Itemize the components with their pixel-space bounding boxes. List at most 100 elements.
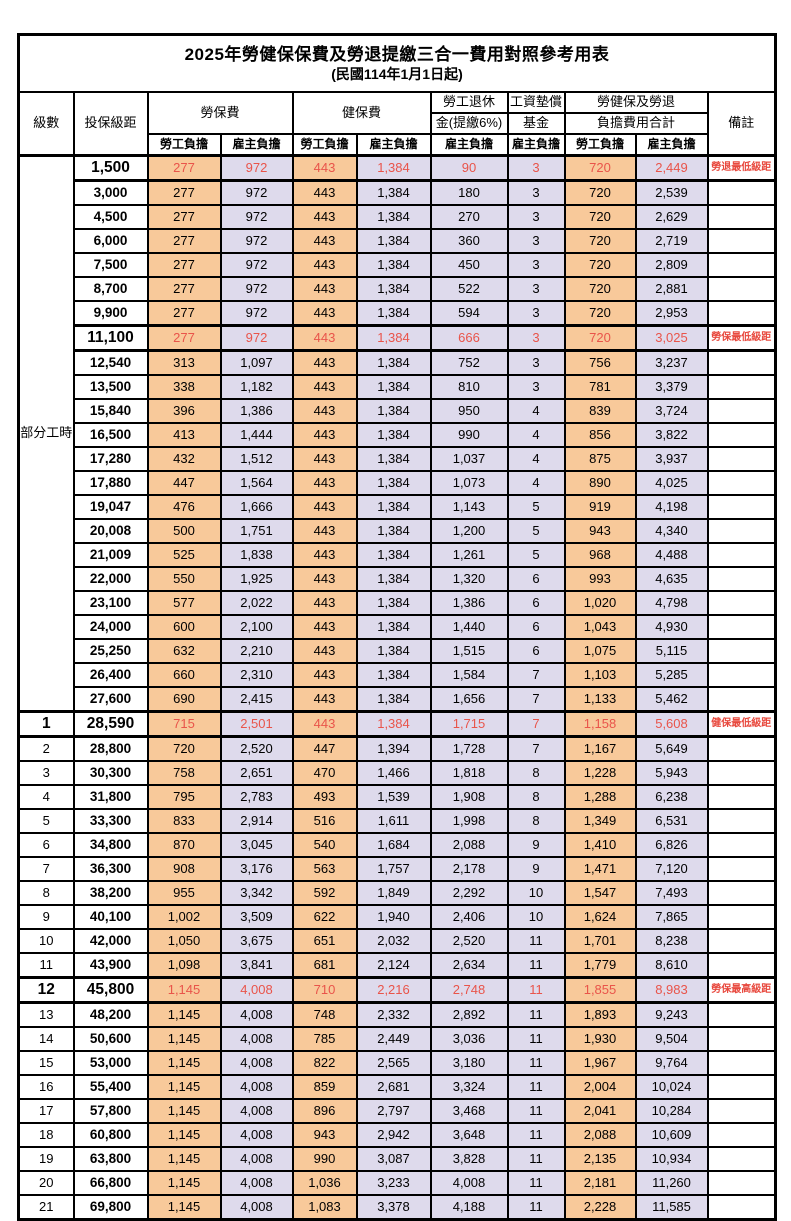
total-employee-cell: 720 [563,276,637,302]
bracket-cell: 4,500 [72,204,149,230]
remark-cell [706,1146,777,1172]
table-row: 19,047 476 1,666 443 1,384 1,143 5 919 4,198 [19,494,777,520]
health-employee-cell: 859 [291,1074,358,1100]
bracket-cell: 38,200 [72,880,149,906]
bracket-cell: 16,500 [72,422,149,448]
health-employer-cell: 1,384 [355,494,432,520]
table-row: 15,840 396 1,386 443 1,384 950 4 839 3,724 [19,398,777,424]
table-row: 25,250 632 2,210 443 1,384 1,515 6 1,075 5,115 [19,638,777,664]
pension-employer-cell: 3,468 [429,1098,509,1124]
subheader-labor-employee: 勞工負擔 [146,133,222,157]
labor-employee-cell: 413 [146,422,222,448]
pension-employer-cell: 1,037 [429,446,509,472]
remark-cell [706,784,777,810]
bracket-cell: 11,100 [72,324,149,352]
bracket-cell: 66,800 [72,1170,149,1196]
health-employee-cell: 443 [291,638,358,664]
health-employer-cell: 1,539 [355,784,432,810]
total-employer-cell: 4,025 [634,470,709,496]
labor-employer-cell: 2,914 [219,808,294,834]
labor-employer-cell: 1,925 [219,566,294,592]
remark-cell [706,1194,777,1221]
remark-cell [706,760,777,786]
health-employer-cell: 3,378 [355,1194,432,1221]
table-row: 10 42,000 1,050 3,675 651 2,032 2,520 11 1,701 8,… [17,928,777,954]
labor-employer-cell: 2,501 [219,710,294,738]
wage-fund-employer-cell: 7 [506,735,566,762]
labor-employer-cell: 4,008 [219,1146,294,1172]
health-employee-cell: 1,036 [291,1170,358,1196]
table-row: 13,500 338 1,182 443 1,384 810 3 781 3,379 [19,374,777,400]
total-employee-cell: 1,228 [563,760,637,786]
labor-employee-cell: 577 [146,590,222,616]
labor-employer-cell: 4,008 [219,1122,294,1148]
health-employer-cell: 1,384 [355,252,432,278]
labor-employer-cell: 972 [219,179,294,206]
labor-employer-cell: 1,564 [219,470,294,496]
labor-employer-cell: 2,022 [219,590,294,616]
total-employer-cell: 3,379 [634,374,709,400]
wage-fund-employer-cell: 9 [506,856,566,882]
wage-fund-employer-cell: 10 [506,880,566,906]
labor-employee-cell: 1,145 [146,1194,222,1221]
bracket-cell: 69,800 [72,1194,149,1221]
labor-employee-cell: 795 [146,784,222,810]
labor-employee-cell: 1,098 [146,952,222,979]
health-employee-cell: 443 [291,566,358,592]
bracket-cell: 34,800 [72,832,149,858]
total-employee-cell: 2,135 [563,1146,637,1172]
table-row: 26,400 660 2,310 443 1,384 1,584 7 1,103 5,285 [19,662,777,688]
table-row: 16 55,400 1,145 4,008 859 2,681 3,324 11 2,004 10… [17,1074,777,1100]
remark-cell [706,686,777,713]
subheader-total-employee: 勞工負擔 [563,133,637,157]
col-header-wage-fund-line2: 基金 [506,112,566,135]
health-employer-cell: 3,087 [355,1146,432,1172]
labor-employer-cell: 1,512 [219,446,294,472]
health-employee-cell: 443 [291,349,358,376]
table-row: 13 48,200 1,145 4,008 748 2,332 2,892 11 1,893 9,… [17,1001,777,1028]
pension-employer-cell: 594 [429,300,509,327]
labor-employer-cell: 4,008 [219,1050,294,1076]
table-row: 8,700 277 972 443 1,384 522 3 720 2,881 [19,276,777,302]
wage-fund-employer-cell: 10 [506,904,566,930]
health-employer-cell: 1,384 [355,300,432,327]
labor-employer-cell: 4,008 [219,1194,294,1221]
table-row: 部分工時 1,500 277 972 443 1,384 90 3 720 2,449 勞退最低級距 [17,154,777,713]
total-employee-cell: 993 [563,566,637,592]
table-row: 22,000 550 1,925 443 1,384 1,320 6 993 4,635 [19,566,777,592]
remark-cell [706,638,777,664]
table-row: 8 38,200 955 3,342 592 1,849 2,292 10 1,547 7,493 [17,880,777,906]
total-employer-cell: 2,719 [634,228,709,254]
wage-fund-employer-cell: 5 [506,542,566,568]
labor-employer-cell: 2,415 [219,686,294,713]
total-employee-cell: 1,288 [563,784,637,810]
health-employer-cell: 1,384 [355,324,432,352]
bracket-cell: 6,000 [72,228,149,254]
table-row: 20,008 500 1,751 443 1,384 1,200 5 943 4,340 [19,518,777,544]
wage-fund-employer-cell: 4 [506,446,566,472]
total-employee-cell: 919 [563,494,637,520]
labor-employer-cell: 4,008 [219,976,294,1004]
labor-employer-cell: 3,045 [219,832,294,858]
labor-employee-cell: 1,145 [146,1122,222,1148]
pension-employer-cell: 2,748 [429,976,509,1004]
bracket-cell: 33,300 [72,808,149,834]
total-employer-cell: 8,610 [634,952,709,979]
labor-employee-cell: 1,145 [146,1098,222,1124]
health-employee-cell: 443 [291,614,358,640]
labor-employer-cell: 972 [219,228,294,254]
total-employer-cell: 3,937 [634,446,709,472]
pension-employer-cell: 1,143 [429,494,509,520]
labor-employee-cell: 447 [146,470,222,496]
wage-fund-employer-cell: 11 [506,976,566,1004]
pension-employer-cell: 810 [429,374,509,400]
remark-cell [706,276,777,302]
labor-employee-cell: 432 [146,446,222,472]
labor-employer-cell: 2,310 [219,662,294,688]
total-employer-cell: 9,243 [634,1001,709,1028]
level-group-part-time: 部分工時 [17,154,75,713]
col-header-labor-insurance: 勞保費 [146,91,294,135]
bracket-cell: 20,008 [72,518,149,544]
col-header-pension-line1: 勞工退休 [429,91,509,114]
remark-cell [706,542,777,568]
